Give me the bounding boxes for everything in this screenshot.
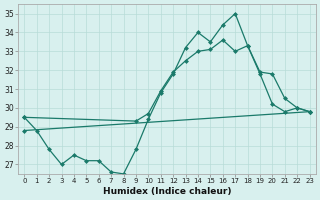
X-axis label: Humidex (Indice chaleur): Humidex (Indice chaleur) xyxy=(103,187,231,196)
